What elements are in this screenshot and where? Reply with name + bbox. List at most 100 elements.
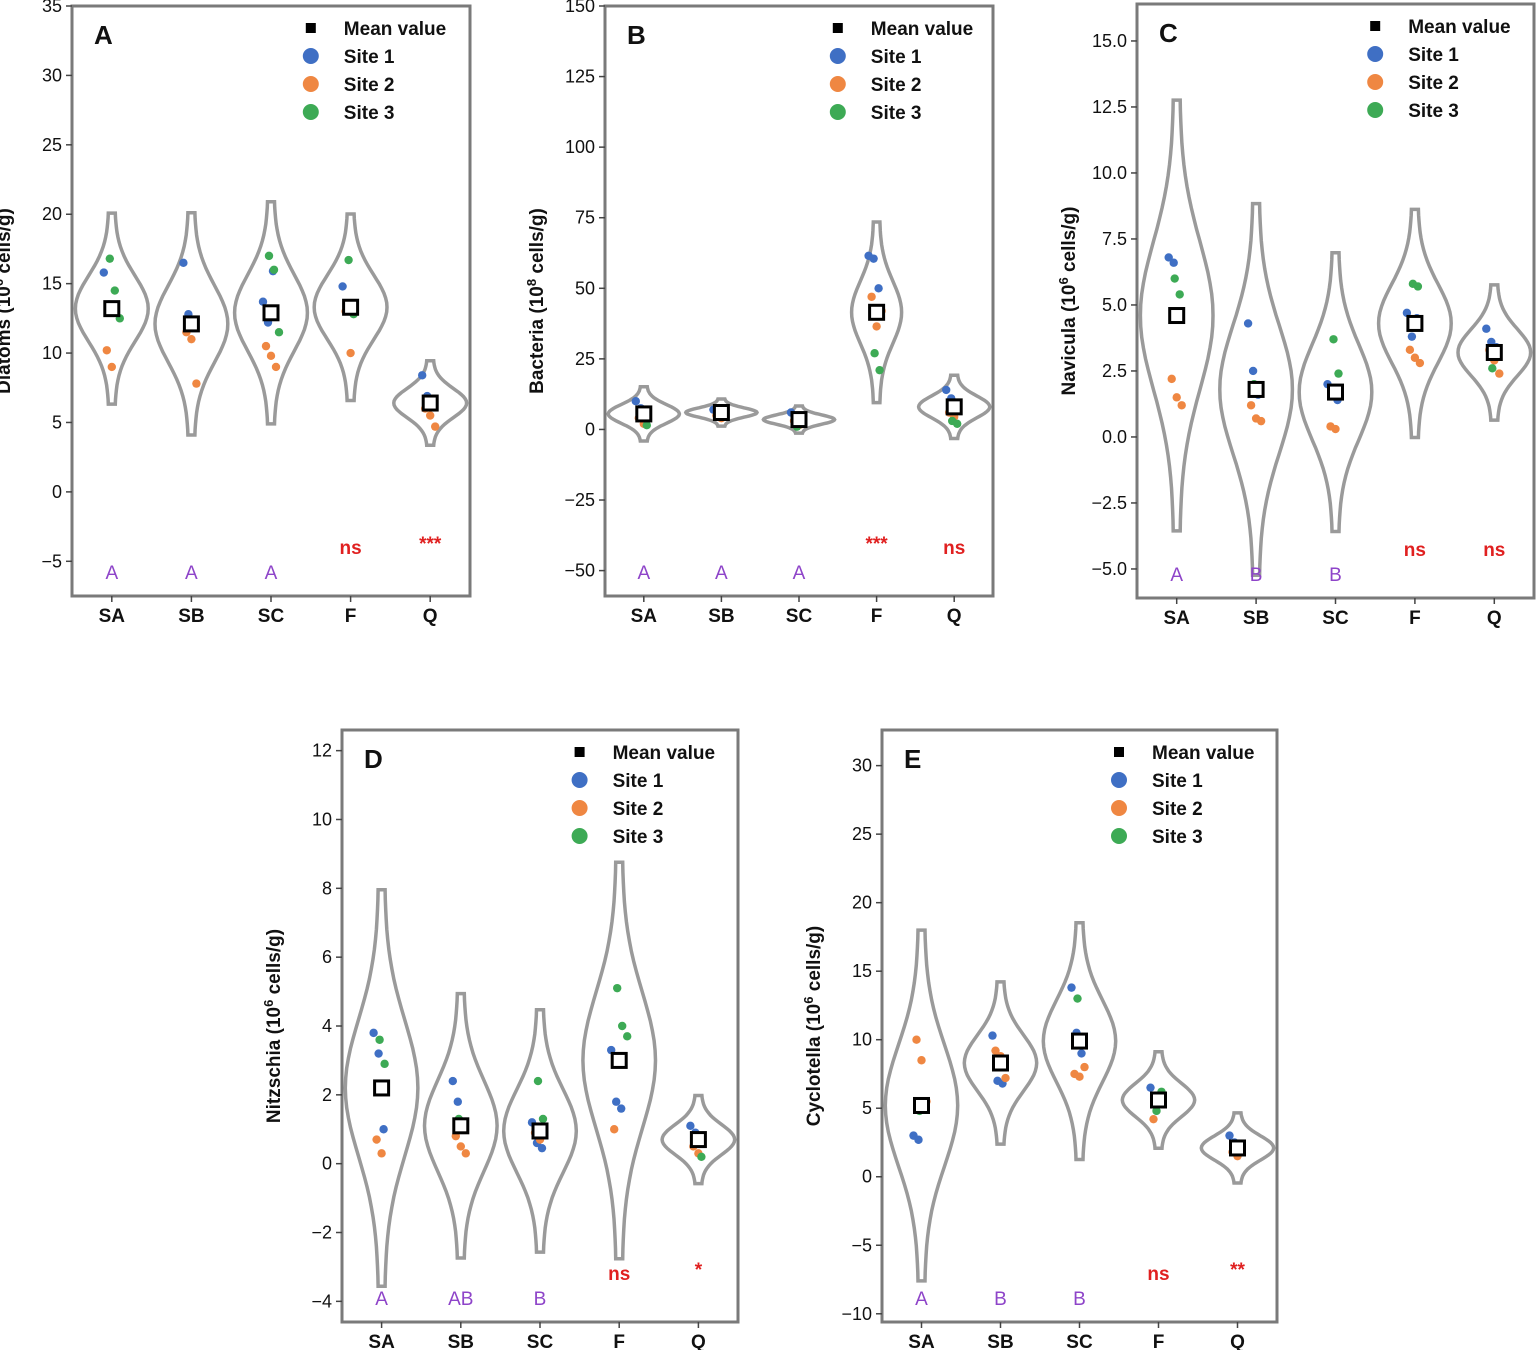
- significance-label: ns: [340, 538, 362, 559]
- data-point: [1407, 332, 1417, 341]
- data-point: [258, 297, 268, 306]
- legend-mean-label: Mean value: [1408, 17, 1510, 38]
- data-point: [914, 1135, 923, 1144]
- data-point: [1149, 1114, 1158, 1124]
- x-tick-label: Q: [423, 606, 438, 627]
- violin: [683, 397, 760, 428]
- legend-site-label: Site 1: [871, 47, 922, 68]
- y-tick-label: 12.5: [1092, 97, 1127, 117]
- legend-site-marker: [571, 828, 588, 844]
- y-tick-label: 10: [312, 809, 332, 829]
- significance-label: **: [1230, 1260, 1245, 1281]
- y-tick-label: 0.0: [1102, 427, 1127, 447]
- data-point: [461, 1149, 470, 1158]
- legend-site-marker: [302, 76, 319, 92]
- legend: Mean value Site 1 Site 2 Site 3: [1111, 743, 1254, 848]
- violin: [883, 928, 960, 1283]
- legend-site-label: Site 3: [1408, 101, 1459, 122]
- data-point: [374, 1049, 383, 1058]
- data-point: [988, 1031, 997, 1040]
- y-tick-label: 0: [322, 1154, 332, 1174]
- group-letter: AB: [448, 1289, 473, 1310]
- violin: [1297, 250, 1374, 534]
- data-point: [1167, 374, 1176, 384]
- y-tick-label: 100: [565, 137, 595, 157]
- plot-frame: [880, 728, 1279, 1324]
- data-point: [426, 411, 435, 420]
- data-point: [1164, 253, 1173, 262]
- mean-marker: [712, 404, 730, 422]
- data-point: [105, 254, 115, 263]
- data-point: [344, 255, 353, 265]
- data-point: [867, 292, 876, 301]
- x-tick-label: Q: [691, 1332, 706, 1350]
- mean-marker: [1327, 383, 1344, 401]
- data-point: [377, 1149, 386, 1158]
- x-tick-label: SC: [258, 606, 285, 627]
- mean-marker: [790, 411, 808, 429]
- legend-site-label: Site 2: [613, 799, 664, 820]
- mean-marker: [689, 1131, 707, 1149]
- data-point: [1331, 424, 1340, 434]
- y-tick-label: 4: [322, 1016, 332, 1036]
- y-axis-label: Diatoms (106 cells/g): [0, 208, 15, 394]
- legend-site-marker: [829, 104, 846, 120]
- legend-site-label: Site 3: [871, 103, 922, 124]
- legend-site-marker: [571, 800, 588, 816]
- mean-marker: [182, 315, 200, 333]
- y-tick-label: 25: [42, 135, 62, 155]
- group-letter: B: [1073, 1289, 1086, 1310]
- data-point: [102, 346, 112, 355]
- y-tick-label: 125: [565, 67, 595, 87]
- data-point: [613, 983, 622, 993]
- data-point: [380, 1059, 389, 1069]
- data-point: [1482, 324, 1491, 333]
- legend-site-label: Site 3: [613, 827, 664, 848]
- legend-site-marker: [1367, 46, 1384, 62]
- y-tick-label: 25: [575, 349, 595, 369]
- data-point: [379, 1125, 388, 1134]
- y-axis-label: Cyclotella (106 cells/g): [801, 926, 825, 1126]
- mean-marker: [1247, 380, 1265, 398]
- significance-label: ***: [419, 534, 442, 555]
- mean-marker: [1485, 343, 1503, 361]
- y-tick-label: −2.5: [1091, 493, 1127, 513]
- x-tick-label: SB: [708, 606, 734, 627]
- data-point: [431, 422, 440, 431]
- legend-site-marker: [829, 76, 846, 92]
- legend-site-label: Site 2: [1152, 799, 1203, 820]
- data-point: [1067, 983, 1076, 992]
- y-tick-label: −5: [41, 551, 62, 571]
- panel-d: −4 −2 0 2 4 6 8 10 12 Nitzschia (106 cells/g) D Mea…: [261, 728, 740, 1350]
- data-point: [991, 1046, 1000, 1055]
- data-point: [1243, 319, 1253, 328]
- data-point: [1246, 401, 1256, 410]
- data-point: [107, 362, 117, 372]
- significance-label: ns: [608, 1264, 630, 1285]
- mean-marker: [635, 405, 653, 423]
- data-point: [953, 419, 962, 428]
- data-point: [874, 284, 883, 293]
- group-letter: B: [1250, 565, 1263, 586]
- x-tick-label: F: [613, 1332, 625, 1350]
- data-point: [1170, 274, 1179, 283]
- violin: [312, 212, 389, 403]
- data-point: [912, 1035, 921, 1044]
- group-letter: B: [534, 1289, 547, 1310]
- data-point: [372, 1135, 381, 1144]
- x-tick-label: SA: [368, 1332, 395, 1350]
- legend-mean-marker: [1114, 747, 1124, 757]
- legend-site-label: Site 1: [613, 771, 664, 792]
- legend-site-label: Site 3: [1152, 827, 1203, 848]
- violin: [606, 385, 682, 443]
- x-tick-label: SB: [178, 606, 204, 627]
- mean-marker: [1071, 1032, 1088, 1050]
- y-tick-label: 2: [322, 1085, 332, 1105]
- data-point: [456, 1142, 465, 1151]
- x-tick-label: Q: [1230, 1332, 1245, 1350]
- data-point: [697, 1152, 706, 1161]
- mean-marker: [913, 1096, 930, 1114]
- y-tick-label: 30: [42, 65, 62, 85]
- data-point: [1410, 353, 1420, 362]
- data-point: [538, 1114, 548, 1124]
